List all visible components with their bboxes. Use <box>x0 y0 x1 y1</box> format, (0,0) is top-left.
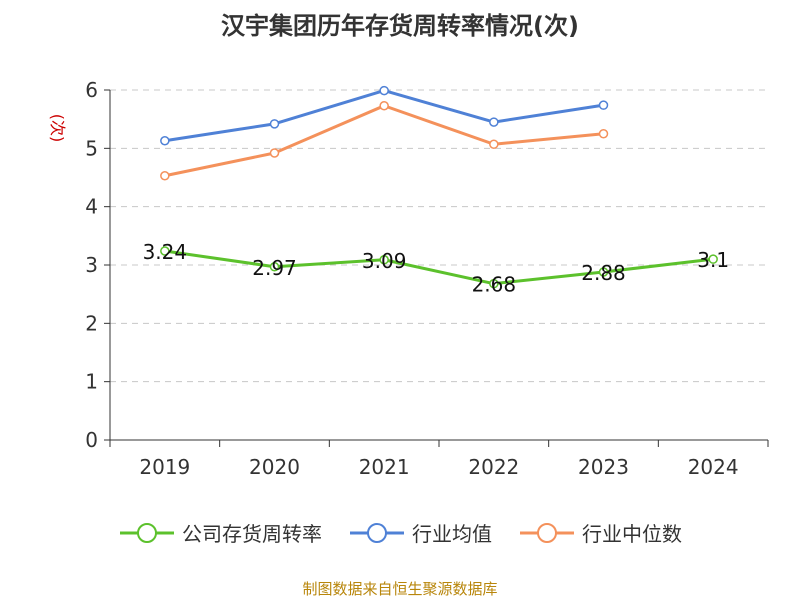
data-label: 3.1 <box>697 248 729 272</box>
data-point <box>379 85 389 96</box>
x-tick-label: 2022 <box>468 455 519 479</box>
data-point <box>379 101 389 111</box>
source-note: 制图数据来自恒生聚源数据库 <box>302 580 498 598</box>
legend-item: 公司存货周转率 <box>118 518 322 547</box>
data-point <box>269 148 280 158</box>
data-label: 3.24 <box>143 240 188 264</box>
series-0: 3.24 2.97 3.09 2.68 2.88 3.1 <box>143 240 730 297</box>
y-axis-label: (次) <box>48 114 67 143</box>
data-label: 2.68 <box>472 273 517 297</box>
series-2 <box>160 101 609 181</box>
data-point <box>598 267 609 277</box>
data-point <box>489 139 499 149</box>
series-group: 3.24 2.97 3.09 2.68 2.88 3.1 <box>143 85 730 297</box>
data-point <box>379 255 389 265</box>
data-point <box>598 100 609 110</box>
x-tick-label: 2021 <box>359 455 410 479</box>
data-point <box>269 119 280 129</box>
y-tick-label: 1 <box>85 370 98 394</box>
legend-label: 行业中位数 <box>582 522 682 546</box>
y-tick-label: 0 <box>85 428 98 452</box>
series-1 <box>160 85 609 146</box>
data-point <box>160 246 170 256</box>
series-line <box>164 249 714 286</box>
y-tick-label: 4 <box>85 195 98 219</box>
y-tick-label: 3 <box>85 253 98 277</box>
data-point <box>708 254 718 264</box>
data-point <box>489 117 499 127</box>
legend-item: 行业中位数 <box>518 518 682 547</box>
chart-title: 汉宇集团历年存货周转率情况(次) <box>221 12 579 40</box>
x-tick-label: 2020 <box>249 455 300 479</box>
y-tick-label: 5 <box>85 136 98 160</box>
series-line <box>164 89 604 143</box>
x-tick-label: 2023 <box>578 455 629 479</box>
y-tick-label: 2 <box>85 311 98 335</box>
y-tick-label: 6 <box>85 78 98 102</box>
legend-line-icon <box>350 522 404 543</box>
data-point <box>269 262 280 272</box>
legend-label: 行业均值 <box>412 522 492 546</box>
x-tick-label: 2019 <box>139 455 190 479</box>
data-label: 2.97 <box>252 256 297 280</box>
legend-line-icon <box>520 522 574 543</box>
data-point <box>160 136 170 146</box>
data-label: 3.09 <box>362 249 407 273</box>
legend-label: 公司存货周转率 <box>182 522 322 546</box>
axes: 0 1 2 3 4 5 6 2019 2020 2021 2022 2023 2024 <box>85 78 769 479</box>
data-point <box>489 278 499 289</box>
data-label: 2.88 <box>581 261 626 285</box>
x-tick-label: 2024 <box>688 455 739 479</box>
legend: 公司存货周转率 行业均值 行业中位数 <box>0 518 800 547</box>
data-point <box>598 129 609 139</box>
legend-line-icon <box>120 522 174 543</box>
legend-item: 行业均值 <box>348 518 492 547</box>
data-point <box>160 171 170 181</box>
